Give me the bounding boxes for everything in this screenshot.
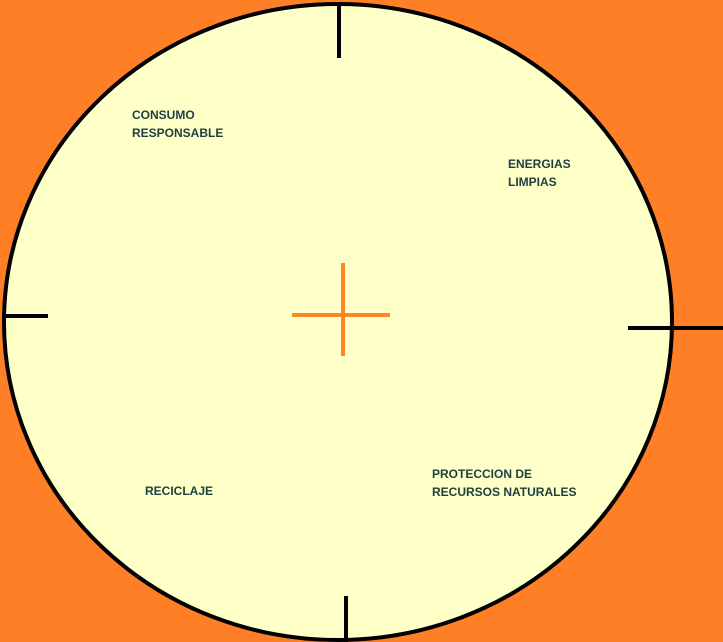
label-proteccion-recursos-naturales: PROTECCION DE RECURSOS NATURALES xyxy=(432,465,576,501)
label-line: RECURSOS NATURALES xyxy=(432,485,577,499)
label-reciclaje: RECICLAJE xyxy=(145,482,213,500)
label-line: RECICLAJE xyxy=(145,484,214,498)
label-line: CONSUMO xyxy=(132,108,195,122)
label-line: PROTECCION DE xyxy=(432,467,533,481)
label-consumo-responsable: CONSUMO RESPONSABLE xyxy=(132,106,223,142)
main-circle xyxy=(2,2,674,642)
label-line: LIMPIAS xyxy=(508,175,557,189)
label-line: ENERGIAS xyxy=(508,157,571,171)
label-energias-limpias: ENERGIAS LIMPIAS xyxy=(508,155,571,191)
label-line: RESPONSABLE xyxy=(132,126,224,140)
